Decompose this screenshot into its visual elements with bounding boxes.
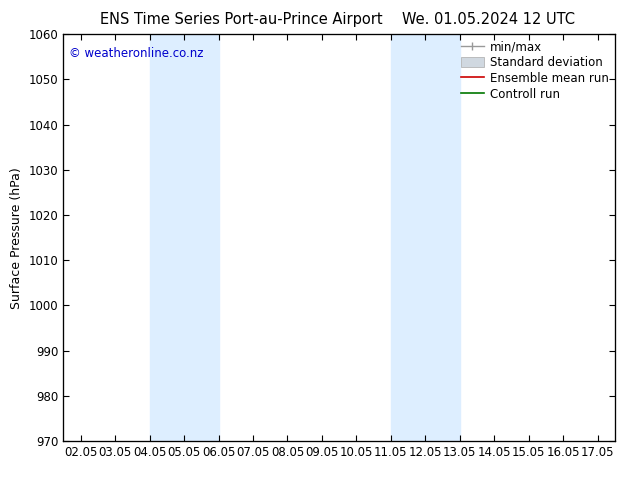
Bar bbox=[391, 34, 460, 441]
Text: We. 01.05.2024 12 UTC: We. 01.05.2024 12 UTC bbox=[402, 12, 574, 27]
Bar bbox=[150, 34, 219, 441]
Text: © weatheronline.co.nz: © weatheronline.co.nz bbox=[69, 47, 204, 59]
Y-axis label: Surface Pressure (hPa): Surface Pressure (hPa) bbox=[10, 167, 23, 309]
Legend: min/max, Standard deviation, Ensemble mean run, Controll run: min/max, Standard deviation, Ensemble me… bbox=[461, 40, 609, 101]
Text: ENS Time Series Port-au-Prince Airport: ENS Time Series Port-au-Prince Airport bbox=[100, 12, 382, 27]
